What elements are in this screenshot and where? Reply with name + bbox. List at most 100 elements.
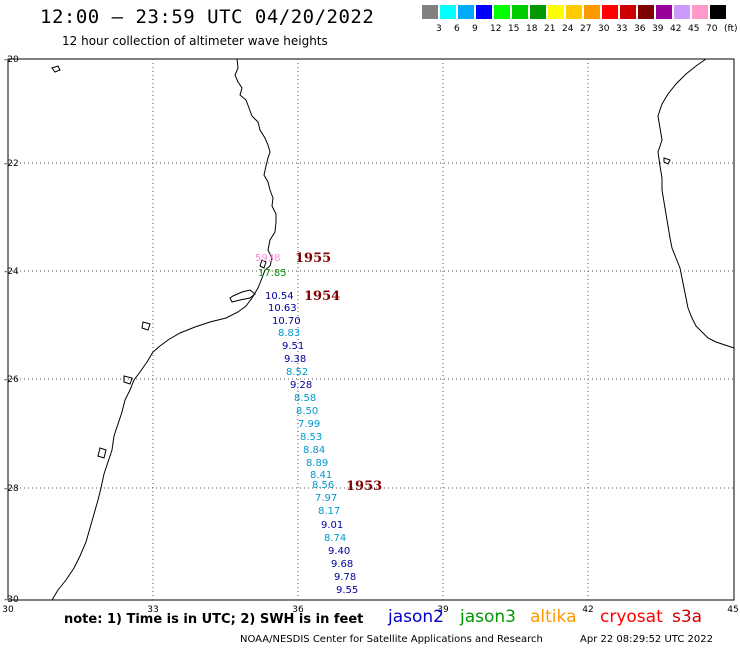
- axis-tick-labels: 30 33 36 39 42 45 -20 -22 -24 -26 -28 -30: [2, 55, 738, 615]
- graticule: [8, 59, 734, 600]
- latitude-tick-label: -28: [4, 484, 19, 494]
- colorbar-label: 39: [652, 24, 664, 34]
- satellite-legend-item: jason2: [388, 607, 444, 627]
- wave-height-label: 5938: [255, 253, 280, 264]
- page-title: 12:00 – 23:59 UTC 04/20/2022: [40, 6, 375, 28]
- colorbar-label: 24: [562, 24, 574, 34]
- map-frame: [7, 58, 735, 601]
- colorbar-label: 21: [544, 24, 556, 34]
- wave-height-label: 9.28: [290, 380, 312, 391]
- colorbar-label: 9: [472, 24, 478, 34]
- colorbar-label: 15: [508, 24, 520, 34]
- colorbar-label: (ft): [724, 24, 738, 34]
- colorbar-swatch: [512, 5, 528, 19]
- wave-height-label: 7.97: [315, 493, 337, 504]
- longitude-tick-label: 42: [582, 605, 593, 615]
- madagascar-islet: [663, 157, 671, 165]
- africa-coastline: [51, 58, 277, 601]
- wave-height-label: 9.40: [328, 546, 350, 557]
- orbit-number-label: 1954: [304, 289, 340, 304]
- page-subtitle: 12 hour collection of altimeter wave hei…: [62, 34, 328, 48]
- wave-height-label: 17.85: [258, 268, 287, 279]
- colorbar-label: 27: [580, 24, 592, 34]
- colorbar-label: 6: [454, 24, 460, 34]
- wave-height-label: 9.51: [282, 341, 304, 352]
- wave-height-label: 8.50: [296, 406, 318, 417]
- colorbar-label: 3: [436, 24, 442, 34]
- colorbar-label: 30: [598, 24, 610, 34]
- satellite-legend-item: cryosat: [600, 607, 663, 627]
- longitude-tick-label: 39: [437, 605, 449, 615]
- wave-height-label: 10.54: [265, 291, 294, 302]
- colorbar-label: 42: [670, 24, 682, 34]
- generated-timestamp: Apr 22 08:29:52 UTC 2022: [580, 634, 713, 645]
- longitude-tick-label: 45: [727, 605, 738, 615]
- latitude-tick-label: -30: [4, 595, 19, 605]
- colorbar-swatch: [602, 5, 618, 19]
- latitude-tick-label: -20: [4, 55, 19, 65]
- inlet-detail: [123, 375, 133, 385]
- wave-height-label: 8.74: [324, 533, 346, 544]
- wave-height-label: 8.52: [286, 367, 308, 378]
- satellite-legend-item: s3a: [672, 607, 703, 627]
- wave-height-label: 8.89: [306, 458, 328, 469]
- colorbar-swatch: [476, 5, 492, 19]
- colorbar-swatch: [674, 5, 690, 19]
- wave-height-label: 9.01: [321, 520, 343, 531]
- wave-height-label: 8.53: [300, 432, 322, 443]
- colorbar-swatch: [566, 5, 582, 19]
- wave-height-label: 9.55: [336, 585, 358, 596]
- colorbar-label: 45: [688, 24, 700, 34]
- wave-height-label: 10.70: [272, 316, 301, 327]
- wave-height-label: 8.56: [312, 480, 334, 491]
- colorbar-swatch: [620, 5, 636, 19]
- colorbar-label: 36: [634, 24, 646, 34]
- orbit-labels: 1955 1954 1953: [295, 251, 382, 494]
- satellite-legend-item: jason3: [460, 607, 516, 627]
- colorbar-swatch: [584, 5, 600, 19]
- colorbar-swatch: [422, 5, 438, 19]
- longitude-tick-label: 36: [292, 605, 304, 615]
- wave-height-label: 8.17: [318, 506, 340, 517]
- wave-height-label: 8.83: [278, 328, 300, 339]
- colorbar-swatch: [692, 5, 708, 19]
- longitude-tick-label: 30: [2, 605, 14, 615]
- wave-height-label: 9.38: [284, 354, 306, 365]
- units-note: note: 1) Time is in UTC; 2) SWH is in fe…: [64, 612, 364, 627]
- longitude-tick-label: 33: [147, 605, 158, 615]
- coast-lagoon-detail: [259, 259, 267, 269]
- colorbar-swatch: [710, 5, 726, 19]
- credit-text: NOAA/NESDIS Center for Satellite Applica…: [240, 634, 543, 645]
- orbit-number-label: 1953: [346, 479, 382, 494]
- colorbar-swatch: [494, 5, 510, 19]
- coast-bay-detail: [229, 289, 256, 303]
- colorbar-swatch: [458, 5, 474, 19]
- wave-height-label: 8.58: [294, 393, 316, 404]
- latitude-tick-label: -22: [4, 159, 19, 169]
- colorbar-swatch: [638, 5, 654, 19]
- latitude-tick-label: -24: [4, 267, 19, 277]
- colorbar-swatch: [548, 5, 564, 19]
- wave-height-label: 9.68: [331, 559, 353, 570]
- wave-height-label: 8.41: [310, 470, 332, 481]
- colorbar-label: 33: [616, 24, 628, 34]
- colorbar-label: 70: [706, 24, 718, 34]
- colorbar-swatch: [440, 5, 456, 19]
- latitude-tick-label: -26: [4, 375, 19, 385]
- colorbar-swatch: [530, 5, 546, 19]
- lake-detail: [51, 65, 61, 73]
- wave-height-label: 8.84: [303, 445, 325, 456]
- wave-height-label: 9.78: [334, 572, 356, 583]
- lake-detail-2: [141, 321, 151, 331]
- colorbar-label: 18: [526, 24, 538, 34]
- wave-height-label: 7.99: [298, 419, 320, 430]
- madagascar-coastline: [657, 58, 735, 349]
- wave-height-label: 10.63: [268, 303, 297, 314]
- colorbar-swatch: [656, 5, 672, 19]
- lake-detail-3: [97, 447, 107, 459]
- satellite-legend-item: altika: [530, 607, 577, 627]
- orbit-number-label: 1955: [295, 251, 331, 266]
- colorbar-label: 12: [490, 24, 502, 34]
